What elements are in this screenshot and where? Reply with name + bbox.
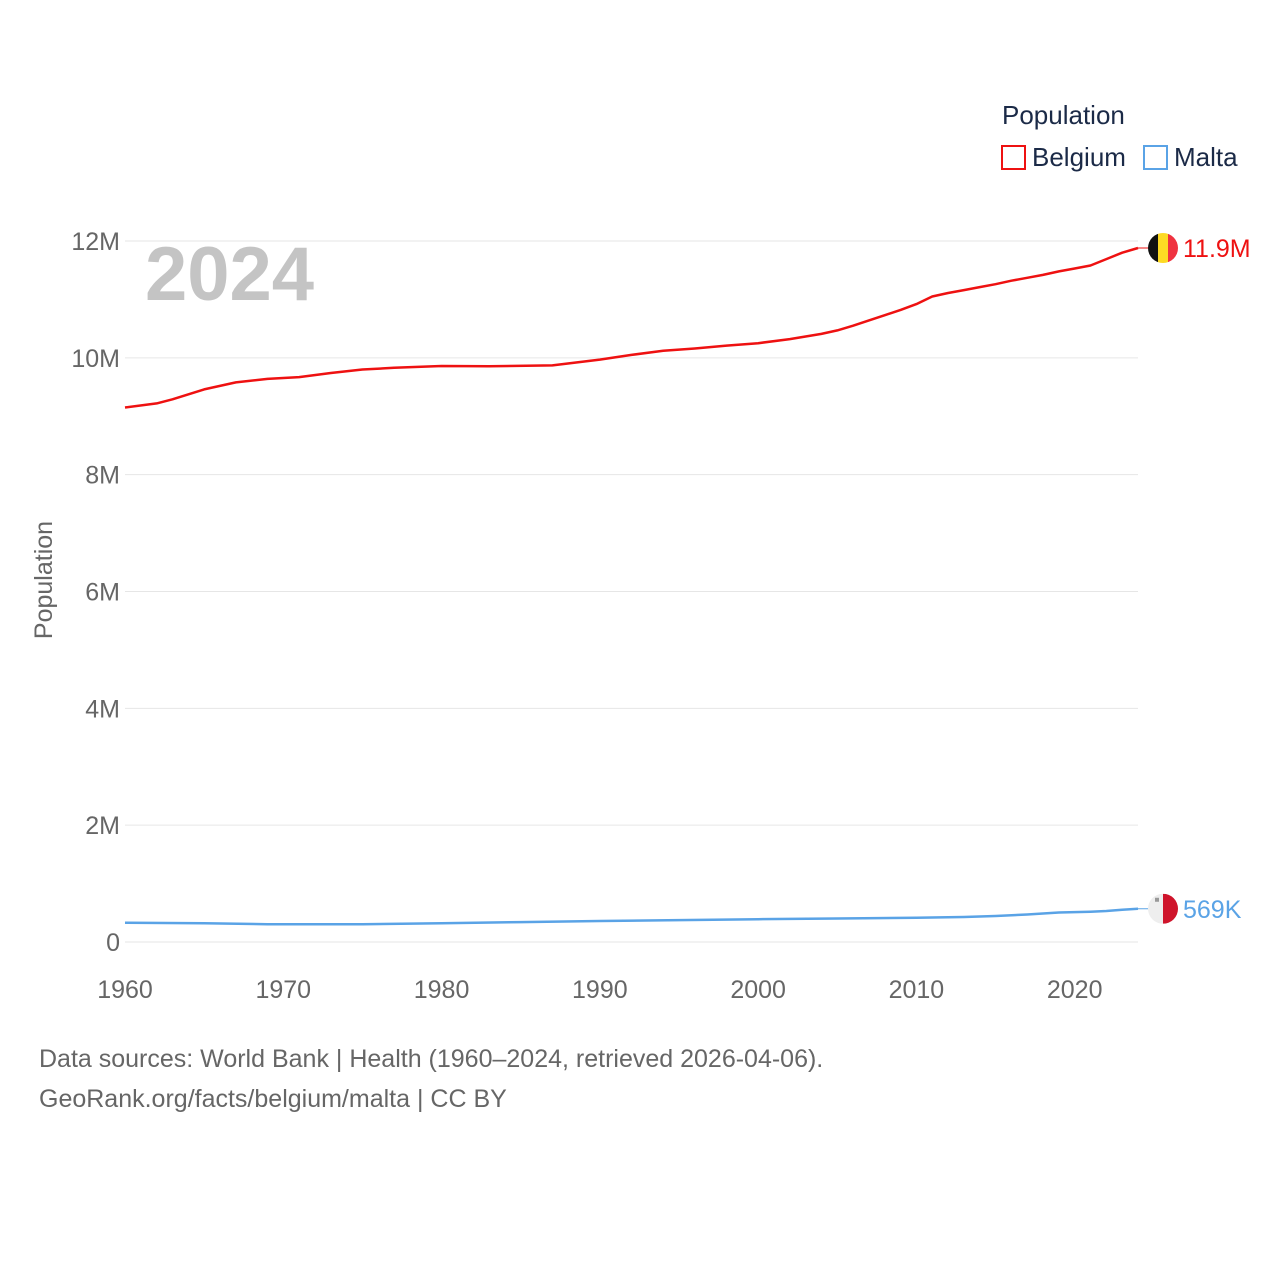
footer-sources: Data sources: World Bank | Health (1960–… bbox=[39, 1045, 824, 1073]
grid-lines bbox=[125, 240, 1138, 943]
y-axis-label: Population bbox=[30, 521, 58, 639]
legend-item-belgium[interactable]: Belgium bbox=[1001, 142, 1126, 172]
end-value-label-malta: 569K bbox=[1183, 896, 1242, 924]
x-tick-label: 2020 bbox=[1047, 976, 1103, 1004]
x-tick-label: 2010 bbox=[889, 976, 945, 1004]
y-tick-label: 4M bbox=[85, 695, 120, 723]
legend-label-malta: Malta bbox=[1174, 142, 1238, 172]
legend-title: Population bbox=[1002, 100, 1125, 130]
x-axis-ticks: 1960 1970 1980 1990 2000 2010 2020 bbox=[97, 976, 1102, 1004]
legend-label-belgium: Belgium bbox=[1032, 142, 1126, 172]
series-lines bbox=[124, 246, 1139, 926]
malta-flag-icon bbox=[1148, 893, 1178, 924]
x-tick-label: 1960 bbox=[97, 976, 153, 1004]
end-value-label-belgium: 11.9M bbox=[1183, 235, 1251, 263]
series-endpoints: 11.9M 569K bbox=[1138, 233, 1251, 924]
legend-item-malta[interactable]: Malta bbox=[1143, 142, 1238, 172]
belgium-flag-icon bbox=[1148, 233, 1178, 264]
footer-credit[interactable]: GeoRank.org/facts/belgium/malta | CC BY bbox=[39, 1085, 507, 1113]
y-tick-label: 8M bbox=[85, 462, 120, 490]
x-tick-label: 1990 bbox=[572, 976, 628, 1004]
year-indicator: 2024 bbox=[145, 232, 314, 317]
x-tick-label: 2000 bbox=[730, 976, 786, 1004]
x-tick-label: 1970 bbox=[255, 976, 311, 1004]
y-tick-label: 12M bbox=[71, 228, 120, 256]
legend: Population Belgium Malta bbox=[1001, 100, 1238, 172]
y-tick-label: 6M bbox=[85, 579, 120, 607]
series-line-malta bbox=[124, 907, 1139, 926]
y-tick-label: 10M bbox=[71, 345, 120, 373]
y-tick-label: 2M bbox=[85, 812, 120, 840]
x-tick-label: 1980 bbox=[414, 976, 470, 1004]
y-axis-ticks: 0 2M 4M 6M 8M 10M 12M bbox=[71, 228, 120, 957]
y-tick-label: 0 bbox=[106, 929, 120, 957]
series-line-belgium bbox=[124, 246, 1139, 409]
legend-swatch-malta bbox=[1143, 145, 1168, 170]
legend-swatch-belgium bbox=[1001, 145, 1026, 170]
